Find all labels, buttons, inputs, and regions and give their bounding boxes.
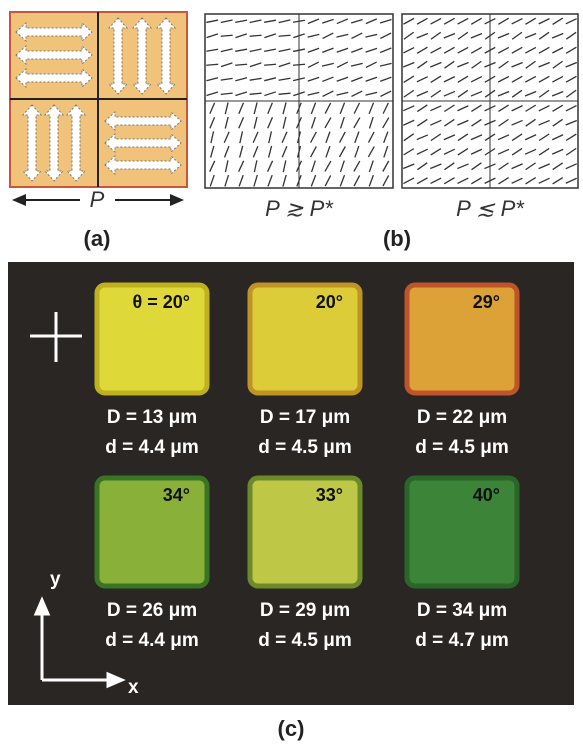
arrow-head xyxy=(170,194,184,206)
axis-label: x xyxy=(128,677,139,698)
size-d: d = 4.7 μm xyxy=(415,630,508,651)
angle: 29° xyxy=(473,292,500,312)
size-D: D = 34 μm xyxy=(417,600,507,621)
size-d: d = 4.5 μm xyxy=(258,437,351,458)
angle: 40° xyxy=(473,485,500,505)
size-D: D = 17 μm xyxy=(260,407,350,428)
sample xyxy=(250,478,360,586)
size-d: d = 4.4 μm xyxy=(105,630,198,651)
sample xyxy=(407,478,517,586)
size-d: d = 4.5 μm xyxy=(415,437,508,458)
size-D: D = 13 μm xyxy=(107,407,197,428)
angle: θ = 20° xyxy=(133,292,190,312)
figure: P (a) P ≳ P* P ≲ P* (b) (c) y x θ = 20° D… xyxy=(0,0,583,748)
condition: P ≳ P* xyxy=(265,196,334,221)
angle: 20° xyxy=(316,292,343,312)
size-D: D = 29 μm xyxy=(260,600,350,621)
sample xyxy=(407,285,517,393)
panel-label: (b) xyxy=(383,226,411,251)
size-d: d = 4.5 μm xyxy=(258,630,351,651)
angle: 33° xyxy=(316,485,343,505)
panel-label: (c) xyxy=(278,716,305,741)
sample xyxy=(250,285,360,393)
condition: P ≲ P* xyxy=(456,196,525,221)
angle: 34° xyxy=(163,485,190,505)
panel-label: (a) xyxy=(84,226,111,251)
axis-label: P xyxy=(90,187,105,212)
sample xyxy=(97,478,207,586)
arrow-head xyxy=(12,194,26,206)
axis-label: y xyxy=(50,569,61,590)
size-d: d = 4.4 μm xyxy=(105,437,198,458)
size-D: D = 26 μm xyxy=(107,600,197,621)
size-D: D = 22 μm xyxy=(417,407,507,428)
